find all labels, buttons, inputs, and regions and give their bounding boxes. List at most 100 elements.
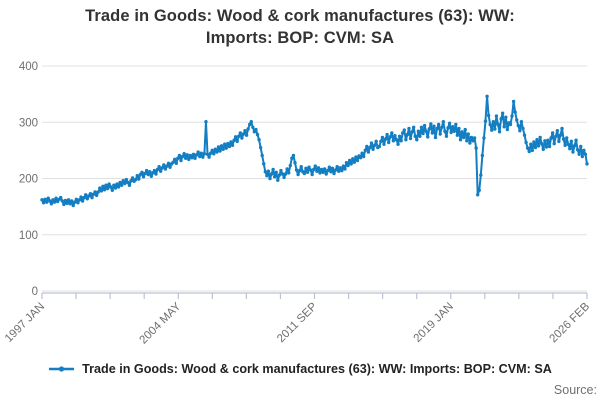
series-point xyxy=(401,131,405,135)
series-point xyxy=(305,170,310,175)
series-point xyxy=(368,145,372,150)
y-tick-label-100: 100 xyxy=(19,230,38,242)
series-point xyxy=(155,167,160,172)
series-point xyxy=(318,171,322,175)
series-point xyxy=(82,195,86,200)
series-point xyxy=(552,141,556,146)
series-point xyxy=(218,149,222,153)
series-point xyxy=(54,196,58,200)
series-point xyxy=(115,182,119,186)
series-point xyxy=(340,168,344,173)
series-point xyxy=(575,148,580,152)
series-point xyxy=(524,140,528,145)
series-point xyxy=(299,164,303,169)
series-point xyxy=(433,135,438,140)
series-point xyxy=(84,193,88,197)
series-point xyxy=(427,127,431,131)
series-point xyxy=(390,131,394,135)
series-point xyxy=(99,189,104,193)
series-point xyxy=(338,166,342,170)
series-point xyxy=(547,144,552,149)
page-title: Trade in Goods: Wood & cork manufactures… xyxy=(0,6,600,50)
series-point xyxy=(380,135,385,140)
series-point xyxy=(455,133,460,137)
series-point xyxy=(443,129,447,133)
series-point xyxy=(497,130,502,134)
series-point xyxy=(288,163,292,168)
series-point xyxy=(496,122,500,127)
series-point xyxy=(304,166,308,171)
series-point xyxy=(241,132,246,136)
series-point xyxy=(383,137,388,141)
series-point xyxy=(118,180,122,185)
series-point xyxy=(213,147,218,151)
series-point xyxy=(296,172,300,177)
series-point xyxy=(446,126,450,130)
series-point xyxy=(249,119,253,124)
series-point xyxy=(516,123,520,128)
series-point xyxy=(322,167,327,171)
series-point xyxy=(454,122,458,127)
series-point xyxy=(413,134,417,139)
x-tick-label: 2026 FEB xyxy=(547,300,592,345)
series-point xyxy=(268,176,272,181)
series-point xyxy=(269,172,274,176)
series-point xyxy=(554,134,558,139)
series-point xyxy=(98,186,102,190)
series-point xyxy=(307,165,311,169)
series-point xyxy=(329,170,333,174)
series-point xyxy=(396,142,400,146)
series-point xyxy=(546,138,550,142)
series-point xyxy=(479,173,483,177)
series-point xyxy=(182,152,186,156)
series-point xyxy=(157,164,161,169)
series-point xyxy=(352,160,357,164)
series-point xyxy=(426,135,430,139)
series-point xyxy=(110,188,114,193)
series-point xyxy=(399,139,403,143)
legend[interactable]: Trade in Goods: Wood & cork manufactures… xyxy=(0,362,600,376)
series-point xyxy=(532,140,536,144)
series-point xyxy=(154,172,158,176)
series-point xyxy=(204,119,208,124)
series-point xyxy=(85,197,89,201)
series-point xyxy=(187,157,191,162)
series-point xyxy=(521,126,525,131)
series-point xyxy=(432,124,436,128)
series-point xyxy=(227,144,232,149)
series-point xyxy=(210,148,214,153)
series-point xyxy=(411,125,416,130)
series-point xyxy=(500,111,505,115)
series-point xyxy=(96,190,100,194)
series-point xyxy=(402,128,406,132)
series-point xyxy=(469,135,474,140)
series-point xyxy=(196,150,200,154)
series-point xyxy=(168,165,172,169)
series-point xyxy=(255,132,260,137)
series-point xyxy=(230,143,235,148)
series-point xyxy=(561,137,566,141)
series-point xyxy=(326,168,330,173)
series-point xyxy=(247,122,252,127)
series-point xyxy=(113,186,118,190)
series-point xyxy=(102,188,107,192)
series-point xyxy=(271,167,275,172)
series-point xyxy=(530,148,535,153)
series-point xyxy=(146,172,150,177)
x-tick-label: 2004 MAY xyxy=(138,300,184,346)
series-point xyxy=(224,146,228,150)
series-point xyxy=(407,126,411,131)
series-point xyxy=(262,162,266,166)
series-point xyxy=(48,199,52,203)
series-point xyxy=(522,133,527,137)
series-point xyxy=(243,128,247,133)
line-chart: 0 100 200 300 400 1997 JAN 2004 MAY 2011 SEP 201… xyxy=(3,61,592,346)
series-point xyxy=(419,125,424,130)
series-point xyxy=(438,132,442,136)
series-point xyxy=(90,195,94,200)
series-point xyxy=(282,175,286,180)
series-point xyxy=(513,110,517,114)
series-point xyxy=(158,169,163,173)
series-point xyxy=(568,146,572,151)
series-point xyxy=(518,128,522,133)
